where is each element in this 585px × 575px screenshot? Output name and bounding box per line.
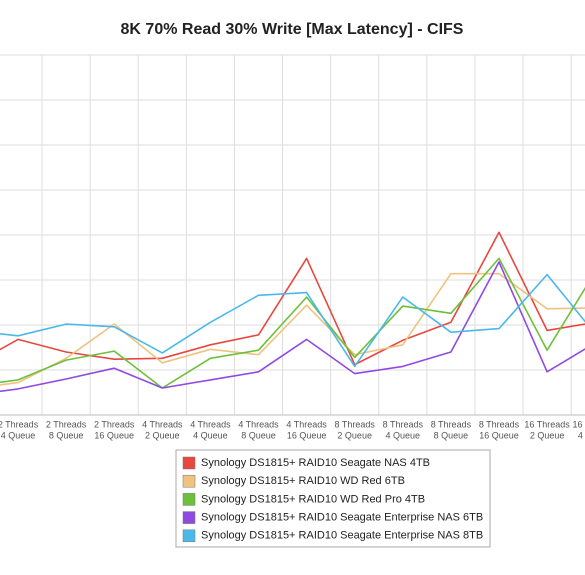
legend-swatch [182,493,196,506]
series-line [0,257,585,389]
x-tick-label: 8 Queue [241,430,276,440]
legend-swatch [182,529,196,543]
x-tick-label: 8 Threads [431,419,472,429]
x-tick-label: 4 Threads [190,419,231,429]
x-tick-label: 2 Queue [145,430,180,440]
x-tick-label: 2 Threads [94,419,135,429]
x-tick-label: 8 Threads [479,419,520,429]
x-tick-label: 8 Threads [383,419,424,429]
legend-box [175,449,491,548]
legend-label: Synology DS1815+ RAID10 WD Red Pro 4TB [201,493,425,505]
x-tick-label: 4 Queue [578,430,585,440]
x-tick-label: 4 Threads [142,419,183,429]
x-tick-label: 16 Threads [524,419,570,429]
x-tick-label: 4 Queue [386,430,421,440]
x-tick-label: 2 Threads [0,419,39,429]
x-tick-label: 4 Queue [193,430,228,440]
legend-swatch [182,474,196,488]
series-line [0,261,585,393]
x-tick-label: 2 Threads [46,419,87,429]
x-tick-label: 2 Queue [530,430,565,440]
x-tick-label: 8 Queue [49,430,84,440]
legend-label: Synology DS1815+ RAID10 Seagate NAS 4TB [201,457,430,469]
x-tick-label: 2 Queue [337,430,372,440]
x-tick-label: 16 Queue [94,430,134,440]
x-tick-label: 4 Threads [238,419,279,429]
x-tick-label: 16 Queue [287,430,327,440]
chart-title: 8K 70% Read 30% Write [Max Latency] - CI… [121,21,464,38]
legend-swatch [182,456,196,470]
x-tick-label: 16 Threads [573,419,585,429]
legend-label: Synology DS1815+ RAID10 Seagate Enterpri… [201,530,483,542]
legend-swatch [182,511,196,524]
x-tick-label: 4 Threads [286,419,327,429]
x-tick-label: 4 Queue [1,430,36,440]
x-tick-label: 8 Queue [434,430,469,440]
legend-label: Synology DS1815+ RAID10 WD Red 6TB [201,475,405,487]
legend-label: Synology DS1815+ RAID10 Seagate Enterpri… [201,512,483,524]
series-line [0,272,585,386]
series-line [0,273,585,368]
x-tick-label: 8 Threads [335,419,376,429]
series-line [0,231,585,366]
x-tick-label: 16 Queue [479,430,519,440]
